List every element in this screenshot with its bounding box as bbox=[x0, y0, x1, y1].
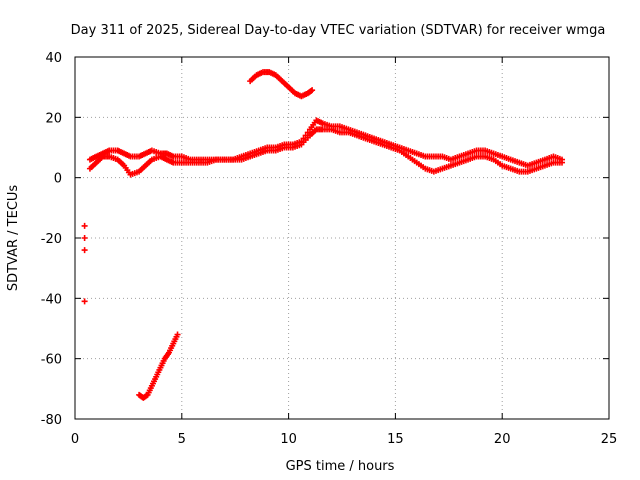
y-axis-label: SDTVAR / TECUs bbox=[6, 185, 21, 292]
data-point-steep-dip bbox=[174, 331, 181, 338]
x-tick-label: 25 bbox=[601, 432, 618, 447]
grid-lines bbox=[75, 57, 609, 419]
chart-title: Day 311 of 2025, Sidereal Day-to-day VTE… bbox=[71, 23, 606, 38]
data-point-arc-high bbox=[309, 87, 316, 94]
y-tick-label: 0 bbox=[54, 172, 62, 187]
data-point-early-negative bbox=[81, 298, 88, 305]
data-point-lower-band bbox=[559, 159, 566, 166]
x-tick-label: 10 bbox=[280, 432, 297, 447]
data-point-early-negative bbox=[81, 247, 88, 254]
y-tick-label: -40 bbox=[41, 292, 62, 307]
axis-ticks: 0 5 10 15 20 25 -80 -60 -40 -20 0 20 40 bbox=[41, 51, 618, 447]
x-axis-label: GPS time / hours bbox=[286, 459, 395, 474]
data-point-early-negative bbox=[81, 235, 88, 241]
y-tick-label: -80 bbox=[41, 413, 62, 428]
data-point-early-negative bbox=[81, 222, 88, 229]
x-tick-label: 5 bbox=[178, 432, 186, 447]
y-tick-label: 40 bbox=[45, 51, 62, 66]
data-point-upper-band bbox=[304, 129, 311, 136]
y-tick-label: -20 bbox=[41, 232, 62, 247]
x-tick-label: 20 bbox=[494, 432, 511, 447]
y-tick-label: -60 bbox=[41, 353, 62, 368]
x-tick-label: 15 bbox=[387, 432, 404, 447]
data-points bbox=[81, 69, 566, 401]
y-tick-label: 20 bbox=[45, 111, 62, 126]
x-tick-label: 0 bbox=[71, 432, 79, 447]
